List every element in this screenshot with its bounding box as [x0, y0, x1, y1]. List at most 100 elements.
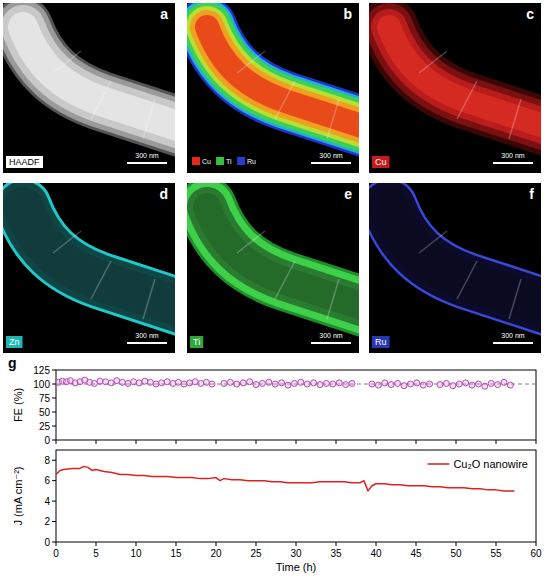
- y-tick: [52, 460, 56, 461]
- element-label: HAADF: [9, 157, 40, 167]
- marks: [56, 466, 514, 491]
- x-tick: [176, 542, 177, 546]
- data-point: [131, 379, 137, 385]
- data-point: [253, 382, 259, 388]
- nanowire-layer: [389, 207, 541, 311]
- x-tick: [336, 542, 337, 546]
- y-tick-label: 125: [33, 365, 50, 376]
- y-tick: [52, 412, 56, 413]
- y-tick: [52, 384, 56, 385]
- x-tick-label: 15: [170, 548, 182, 559]
- segment-boundary: [91, 81, 111, 119]
- segment-boundary: [457, 261, 477, 299]
- nanowire-layer: [389, 27, 541, 131]
- x-tick-label: 5: [93, 548, 99, 559]
- data-point: [209, 381, 215, 387]
- x-tick: [296, 440, 297, 444]
- plot-frame: [56, 450, 536, 542]
- scale-bar: [311, 342, 351, 344]
- data-point: [103, 379, 109, 385]
- y-tick: [52, 480, 56, 481]
- nanowire-layer: [207, 27, 359, 131]
- panel: a300 nmHAADF: [3, 3, 193, 173]
- y-tick: [52, 542, 56, 543]
- y-tick: [52, 398, 56, 399]
- data-point: [495, 382, 501, 388]
- segment-boundary: [327, 99, 339, 139]
- nanowire-layer: [207, 27, 359, 131]
- element-label: Ti: [193, 337, 200, 347]
- panel-letter: e: [344, 186, 352, 202]
- scale-bar-label: 300 nm: [135, 152, 159, 159]
- scale-bar-label: 300 nm: [501, 332, 525, 339]
- data-point: [240, 380, 246, 386]
- segment-boundary: [509, 279, 521, 319]
- x-tick-label: 20: [210, 548, 222, 559]
- y-tick-label: 0: [44, 435, 50, 446]
- segment-boundary: [237, 231, 265, 253]
- data-point: [108, 380, 114, 386]
- x-tick-label: 35: [330, 548, 342, 559]
- x-tick: [176, 440, 177, 444]
- x-tick-label: 40: [370, 548, 382, 559]
- panel: d300 nmZn: [3, 183, 193, 353]
- x-tick: [216, 542, 217, 546]
- segment-boundary: [91, 261, 111, 299]
- data-point: [507, 382, 513, 388]
- nanowire-layer: [207, 207, 359, 311]
- data-point: [125, 380, 131, 386]
- y-tick-label: 8: [44, 455, 50, 466]
- panel: c300 nmCu: [369, 3, 546, 173]
- data-point: [414, 380, 420, 386]
- y-tick-label: 2: [44, 516, 50, 527]
- plot-frame: [56, 370, 536, 440]
- x-tick: [456, 440, 457, 444]
- data-point: [450, 383, 456, 389]
- segment-boundary: [509, 99, 521, 139]
- segment-boundary: [237, 51, 265, 73]
- legend-label: Ti: [226, 158, 232, 165]
- y-tick: [52, 521, 56, 522]
- scale-bar: [127, 342, 167, 344]
- nanowire-layer: [207, 27, 359, 131]
- segment-boundary: [457, 81, 477, 119]
- segment-boundary: [275, 81, 295, 119]
- data-point: [279, 380, 285, 386]
- x-tick: [496, 440, 497, 444]
- y-tick: [52, 426, 56, 427]
- data-point: [311, 380, 317, 386]
- marks: [56, 377, 536, 389]
- segment-boundary: [53, 51, 81, 73]
- data-point: [469, 382, 475, 388]
- data-point: [259, 380, 265, 386]
- data-point: [349, 380, 355, 386]
- nanowire-layer: [389, 207, 541, 311]
- data-point: [336, 380, 342, 386]
- data-point: [482, 383, 488, 389]
- x-tick: [376, 440, 377, 444]
- data-point: [272, 381, 278, 387]
- segment-boundary: [143, 279, 155, 319]
- data-point: [119, 379, 125, 385]
- segment-boundary: [53, 231, 81, 253]
- scale-bar: [311, 162, 351, 164]
- data-point: [407, 381, 413, 387]
- nanowire-layer: [207, 207, 359, 311]
- data-point: [198, 380, 204, 386]
- data-point: [203, 379, 209, 385]
- nanowire-layer: [207, 207, 359, 311]
- data-point: [456, 381, 462, 387]
- data-point: [147, 379, 153, 385]
- chart: 05101520253035404550556002468J (mA cm⁻²)…: [12, 450, 542, 573]
- segment-boundary: [419, 231, 447, 253]
- y-tick-label: 100: [33, 379, 50, 390]
- scale-bar-label: 300 nm: [501, 152, 525, 159]
- nanowire-layer: [23, 207, 175, 311]
- data-point: [291, 380, 297, 386]
- legend-label: Cu: [202, 158, 211, 165]
- x-tick: [136, 440, 137, 444]
- data-point: [187, 380, 193, 386]
- nanowire: [207, 207, 359, 319]
- nanowire: [23, 207, 175, 319]
- data-point: [420, 382, 426, 388]
